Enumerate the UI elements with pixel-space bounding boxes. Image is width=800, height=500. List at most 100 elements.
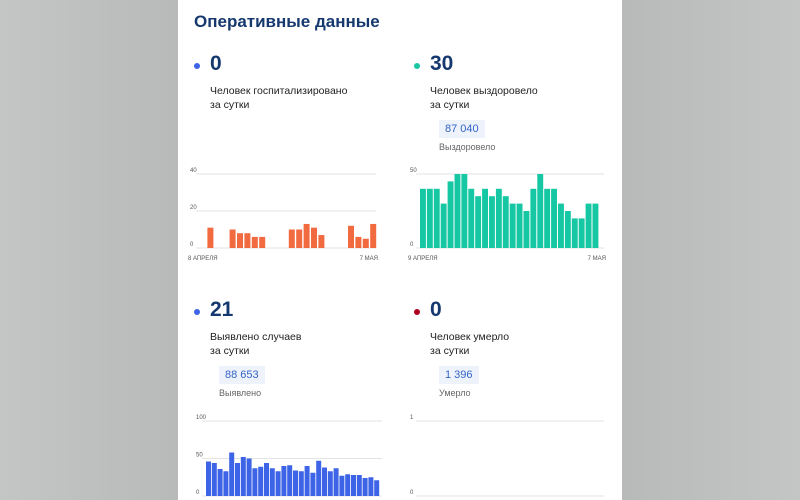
y-tick-label: 50 [196, 453, 203, 459]
chart-bar [537, 174, 544, 248]
chart-bar [502, 196, 509, 248]
chart-bar [281, 466, 287, 496]
chart-bar [516, 203, 523, 248]
deaths-value: 0 [430, 298, 442, 321]
chart-bar [287, 465, 293, 496]
chart-bar [370, 223, 377, 248]
y-tick-label: 1 [410, 415, 414, 421]
chart-bar [229, 229, 236, 248]
chart-bar [244, 233, 251, 248]
chart-bar [362, 478, 368, 496]
chart-bar [585, 203, 592, 248]
x-end-label: 7 МАЯ [588, 256, 606, 262]
series-dot-icon [194, 63, 200, 69]
chart-bar [523, 211, 530, 248]
cases-value: 21 [210, 298, 234, 321]
chart-bar [275, 471, 281, 496]
chart-bar [298, 471, 304, 496]
x-start-label: 8 АПРЕЛЯ [188, 256, 218, 262]
chart-bar [482, 188, 488, 248]
y-tick-label: 0 [410, 242, 414, 248]
y-tick-label: 0 [190, 242, 194, 248]
chart-bar [293, 470, 298, 496]
deaths-total-label: Умерло [439, 388, 471, 398]
chart-bar [303, 223, 310, 248]
chart-bar [240, 457, 246, 496]
chart-bar [433, 188, 440, 248]
chart-bar [206, 461, 211, 496]
chart-bar [426, 188, 433, 248]
chart-bar [252, 468, 258, 496]
x-end-label: 7 МАЯ [360, 256, 378, 262]
chart-bar [288, 229, 295, 248]
chart-bar [211, 463, 217, 496]
y-tick-label: 50 [410, 168, 417, 174]
chart-bar [311, 227, 317, 248]
chart-bar [217, 469, 223, 496]
chart-bar [235, 463, 240, 496]
chart-bar [374, 480, 380, 496]
chart-bar [339, 475, 345, 496]
chart-bar [348, 225, 354, 248]
hospitalized-chart: 40 20 0 8 АПРЕЛЯ 7 МАЯ [188, 168, 378, 262]
chart-bar [544, 188, 551, 248]
chart-bar [322, 467, 327, 496]
hospitalized-value: 0 [210, 52, 222, 75]
right-background [622, 0, 800, 500]
chart-bar [468, 188, 475, 248]
chart-bar [223, 471, 229, 496]
y-tick-label: 0 [196, 490, 200, 496]
chart-bar [304, 466, 310, 496]
chart-bar [571, 218, 578, 248]
hospitalized-label: Человек госпитализировано за сутки [210, 85, 348, 111]
chart-bar [356, 475, 362, 496]
chart-bar [440, 203, 447, 248]
chart-bar [475, 196, 482, 248]
x-start-label: 9 АПРЕЛЯ [408, 256, 438, 262]
recovered-value: 30 [430, 52, 454, 75]
chart-bar [264, 463, 269, 496]
chart-bar [296, 229, 303, 248]
chart-bar [310, 472, 316, 496]
cases-total-label: Выявлено [219, 388, 262, 398]
chart-bar [592, 203, 599, 248]
cases-label: Выявлено случаев за сутки [210, 331, 302, 357]
series-dot-icon [414, 309, 420, 315]
chart-bar [207, 227, 214, 248]
operational-data-panel: Оперативные данные 0 Человек госпитализи… [178, 0, 622, 500]
chart-bar [447, 181, 454, 248]
chart-bar [454, 174, 461, 248]
chart-bar [355, 236, 362, 248]
chart-bar [368, 477, 374, 496]
deaths-label: Человек умерло за сутки [430, 331, 510, 357]
series-dot-icon [414, 63, 420, 69]
chart-bar [237, 233, 243, 248]
chart-bar [246, 458, 252, 496]
y-tick-label: 100 [196, 415, 207, 421]
left-background [0, 0, 178, 500]
chart-bar [251, 236, 258, 248]
deaths-chart: 10 [410, 415, 604, 497]
chart-bar [530, 188, 537, 248]
chart-bar [362, 238, 369, 248]
chart-bar [269, 468, 275, 496]
chart-bar [551, 188, 557, 248]
chart-bar [564, 211, 571, 248]
chart-bar [333, 468, 339, 496]
chart-bar [495, 188, 502, 248]
chart-bar [489, 196, 495, 248]
chart-bar [316, 460, 322, 496]
chart-bar [420, 188, 426, 248]
y-tick-label: 40 [190, 168, 197, 174]
chart-bar [345, 474, 351, 496]
cases-total: 88 653 [219, 366, 265, 384]
recovered-total: 87 040 [439, 120, 485, 138]
chart-bar [318, 235, 325, 248]
recovered-label: Человек выздоровело за сутки [430, 85, 538, 111]
chart-bar [558, 203, 564, 248]
chart-bar [578, 218, 585, 248]
chart-bar [461, 174, 468, 248]
deaths-total: 1 396 [439, 366, 479, 384]
chart-bar [229, 452, 235, 496]
chart-bar [259, 236, 266, 248]
